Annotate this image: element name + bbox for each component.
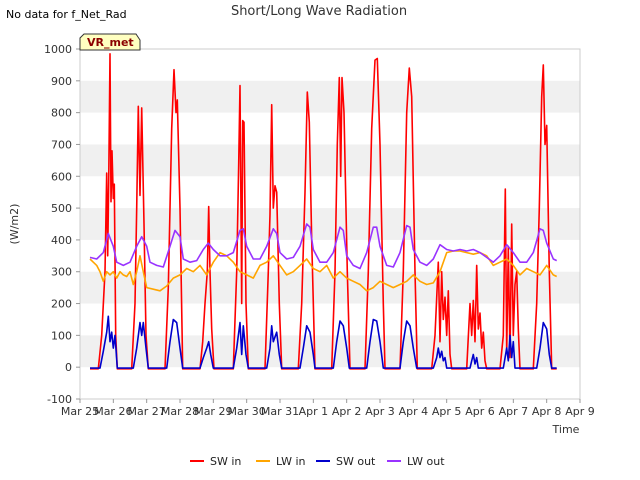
x-axis-label: Time bbox=[552, 423, 580, 436]
station-badge: VR_met bbox=[79, 33, 141, 51]
y-axis-ticks: -100 0 100 200 300 400 500 600 700 800 900 1000 bbox=[44, 43, 80, 406]
x-tick-label: Mar 29 bbox=[194, 405, 232, 418]
legend: SW in LW in SW out LW out bbox=[190, 455, 445, 468]
x-tick-label: Apr 6 bbox=[465, 405, 495, 418]
y-tick-label: 600 bbox=[51, 170, 72, 183]
grid-band bbox=[80, 144, 580, 177]
grid-band bbox=[80, 80, 580, 113]
x-tick-label: Apr 7 bbox=[499, 405, 529, 418]
series-lines bbox=[89, 53, 558, 370]
x-tick-label: Apr 8 bbox=[532, 405, 562, 418]
legend-label: SW out bbox=[336, 455, 376, 468]
y-tick-label: 700 bbox=[51, 138, 72, 151]
y-axis-label: (W/m2) bbox=[8, 204, 21, 245]
series-line-lw-in bbox=[89, 250, 558, 292]
x-tick-label: Mar 31 bbox=[261, 405, 299, 418]
x-tick-label: Apr 9 bbox=[565, 405, 595, 418]
y-tick-label: -100 bbox=[47, 393, 72, 406]
grid-band bbox=[80, 271, 580, 304]
legend-label: SW in bbox=[210, 455, 241, 468]
legend-label: LW out bbox=[407, 455, 445, 468]
x-tick-label: Apr 1 bbox=[299, 405, 329, 418]
station-badge-label: VR_met bbox=[87, 36, 134, 49]
x-tick-label: Mar 26 bbox=[94, 405, 132, 418]
plot-frame bbox=[79, 48, 581, 400]
legend-item-lw-out: LW out bbox=[387, 455, 445, 468]
x-tick-label: Mar 30 bbox=[228, 405, 266, 418]
y-tick-label: 900 bbox=[51, 75, 72, 88]
series-line-lw-out bbox=[89, 223, 558, 270]
x-tick-label: Mar 25 bbox=[61, 405, 99, 418]
y-tick-label: 500 bbox=[51, 202, 72, 215]
y-tick-label: 300 bbox=[51, 266, 72, 279]
y-tick-label: 0 bbox=[65, 361, 72, 374]
y-tick-label: 800 bbox=[51, 107, 72, 120]
x-tick-label: Apr 2 bbox=[332, 405, 362, 418]
y-tick-label: 100 bbox=[51, 329, 72, 342]
grid-band bbox=[80, 335, 580, 368]
y-tick-label: 400 bbox=[51, 234, 72, 247]
x-tick-label: Apr 3 bbox=[365, 405, 395, 418]
chart-title: Short/Long Wave Radiation bbox=[231, 4, 407, 19]
no-data-note: No data for f_Net_Rad bbox=[6, 8, 127, 21]
legend-item-sw-out: SW out bbox=[316, 455, 376, 468]
legend-item-sw-in: SW in bbox=[190, 455, 241, 468]
x-tick-label: Mar 28 bbox=[161, 405, 199, 418]
y-tick-label: 200 bbox=[51, 298, 72, 311]
legend-label: LW in bbox=[276, 455, 306, 468]
series-line-sw-out bbox=[90, 315, 557, 369]
plot-bands bbox=[80, 80, 580, 368]
grid-band bbox=[80, 208, 580, 240]
x-tick-label: Mar 27 bbox=[128, 405, 166, 418]
y-tick-label: 1000 bbox=[44, 43, 72, 56]
x-tick-label: Apr 5 bbox=[432, 405, 462, 418]
x-tick-label: Apr 4 bbox=[399, 405, 429, 418]
legend-item-lw-in: LW in bbox=[256, 455, 306, 468]
